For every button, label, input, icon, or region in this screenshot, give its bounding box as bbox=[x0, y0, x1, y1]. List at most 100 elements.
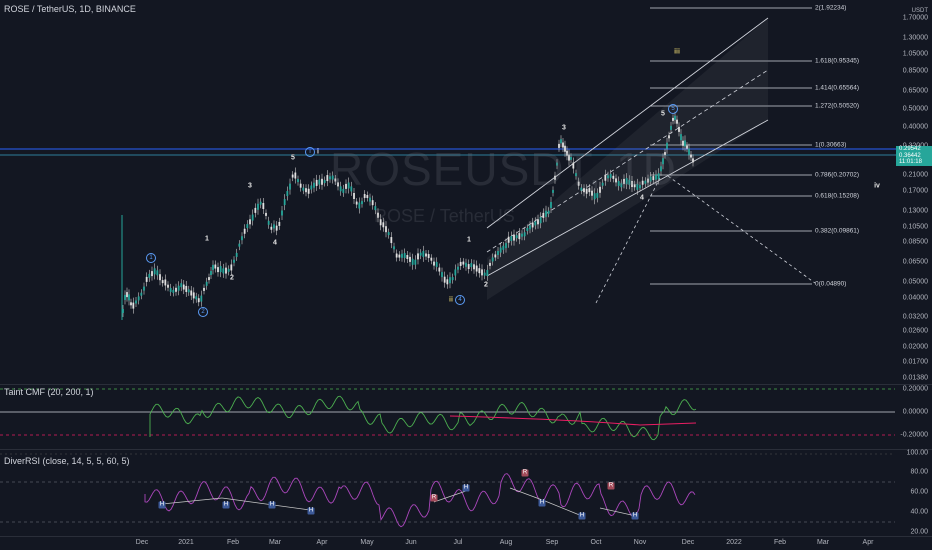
candle-body bbox=[657, 173, 660, 180]
candle-body bbox=[251, 214, 254, 221]
cmf-axis-label: -0.20000 bbox=[900, 431, 928, 439]
fib-level-label: 2(1.92234) bbox=[815, 4, 847, 12]
rsi-canvas[interactable] bbox=[0, 450, 932, 536]
fib-level-label: 1.272(0.50520) bbox=[815, 102, 860, 110]
candle-body bbox=[291, 174, 294, 178]
candle-body bbox=[243, 228, 246, 234]
candle-body bbox=[414, 259, 417, 265]
candle-body bbox=[539, 217, 542, 224]
candle-body bbox=[633, 184, 636, 188]
candle-body bbox=[601, 182, 604, 186]
wave-circle-label: 5 bbox=[668, 104, 678, 114]
candle-body bbox=[342, 188, 345, 193]
candle-body bbox=[494, 254, 497, 258]
symbol-title[interactable]: ROSE / TetherUS, 1D, BINANCE bbox=[4, 4, 136, 14]
divergence-marker-h: H bbox=[222, 501, 230, 509]
candle-body bbox=[430, 257, 433, 261]
fib-level-label: 0.786(0.20702) bbox=[815, 171, 860, 179]
time-axis-label: Nov bbox=[633, 539, 647, 546]
pane-separator[interactable] bbox=[0, 449, 932, 450]
candle-body bbox=[208, 277, 210, 281]
candle-body bbox=[438, 267, 441, 272]
pane-separator[interactable] bbox=[0, 384, 932, 385]
wave-label-iii: iii bbox=[674, 48, 680, 56]
candle-body bbox=[631, 181, 633, 187]
price-axis-label: 0.40000 bbox=[902, 123, 928, 131]
candle-body bbox=[662, 158, 664, 165]
candle-body bbox=[446, 279, 449, 285]
candle-body bbox=[545, 210, 547, 217]
candle-body bbox=[238, 243, 241, 247]
candle-body bbox=[465, 262, 467, 267]
divergence-marker-h: H bbox=[578, 512, 586, 520]
candle-body bbox=[641, 180, 644, 185]
candle-body bbox=[556, 162, 558, 166]
candle-body bbox=[135, 300, 137, 304]
cmf-title[interactable]: Taint CMF (20, 200, 1) bbox=[4, 387, 94, 397]
cmf-indicator-pane[interactable]: Taint CMF (20, 200, 1) 0.20000 0.00000 -0.… bbox=[0, 385, 932, 449]
divergence-marker-h: H bbox=[268, 501, 276, 509]
candle-body bbox=[617, 180, 620, 186]
candle-body bbox=[230, 264, 233, 271]
candle-body bbox=[347, 182, 350, 189]
candle-body bbox=[406, 255, 409, 259]
candle-body bbox=[575, 173, 577, 177]
divergence-marker-h: H bbox=[158, 501, 166, 509]
price-chart-pane[interactable]: ROSE / TetherUS, 1D, BINANCE ROSEUSDT, 1… bbox=[0, 0, 932, 384]
candle-body bbox=[674, 115, 676, 120]
candle-body bbox=[562, 142, 564, 148]
symbol-watermark: ROSEUSDT, 1D bbox=[330, 143, 677, 195]
price-chart-canvas[interactable] bbox=[0, 0, 932, 384]
rsi-axis-label: 20.00 bbox=[910, 528, 928, 536]
candle-body bbox=[570, 156, 572, 160]
time-axis-label: Aug bbox=[499, 539, 513, 546]
candle-body bbox=[299, 183, 302, 188]
candle-body bbox=[278, 221, 281, 226]
candle-body bbox=[523, 232, 526, 237]
candle-body bbox=[580, 187, 583, 191]
candle-body bbox=[395, 253, 398, 258]
candle-body bbox=[326, 175, 329, 182]
candle-body bbox=[692, 158, 694, 163]
fib-level-label: 1(0.30663) bbox=[815, 141, 847, 149]
candle-body bbox=[596, 192, 599, 198]
candle-body bbox=[167, 284, 169, 288]
candle-body bbox=[411, 258, 414, 265]
candle-body bbox=[177, 285, 180, 291]
candle-body bbox=[273, 224, 275, 229]
rsi-axis-label: 60.00 bbox=[910, 488, 928, 496]
candle-body bbox=[148, 273, 151, 278]
candle-body bbox=[457, 266, 459, 270]
candle-body bbox=[385, 226, 387, 233]
time-axis-label: Sep bbox=[545, 539, 559, 546]
divergence-marker-h: H bbox=[538, 499, 546, 507]
wave-label-ii: ii bbox=[449, 296, 453, 304]
candle-body bbox=[192, 292, 195, 299]
candle-body bbox=[323, 180, 326, 184]
candle-body bbox=[143, 286, 145, 291]
wave-label: 1 bbox=[467, 236, 471, 244]
divergence-marker-r: R bbox=[607, 482, 615, 490]
price-tag-line1: 0.29542 bbox=[899, 146, 921, 152]
candle-body bbox=[151, 271, 153, 277]
channel-lower bbox=[486, 119, 769, 277]
candle-body bbox=[130, 302, 132, 306]
price-axis-label: 0.85000 bbox=[902, 67, 928, 75]
candle-body bbox=[294, 172, 297, 179]
fib-level-label: 0.382(0.09861) bbox=[815, 227, 860, 235]
candle-body bbox=[451, 277, 454, 281]
candle-body bbox=[366, 195, 369, 199]
candle-body bbox=[329, 176, 331, 180]
cmf-canvas[interactable] bbox=[0, 385, 932, 449]
candle-body bbox=[164, 279, 167, 286]
rsi-indicator-pane[interactable]: DiverRSI (close, 14, 5, 5, 60, 5) H H H H H H… bbox=[0, 450, 932, 536]
symbol-name-watermark: ROSE / TetherUS bbox=[374, 206, 515, 226]
candle-body bbox=[257, 203, 259, 210]
candle-body bbox=[345, 183, 347, 189]
rsi-line bbox=[144, 473, 696, 528]
candle-body bbox=[612, 175, 615, 179]
rsi-title[interactable]: DiverRSI (close, 14, 5, 5, 60, 5) bbox=[4, 456, 130, 466]
candle-body bbox=[470, 263, 473, 268]
candle-body bbox=[513, 234, 515, 241]
divergence-marker-h: H bbox=[631, 512, 639, 520]
